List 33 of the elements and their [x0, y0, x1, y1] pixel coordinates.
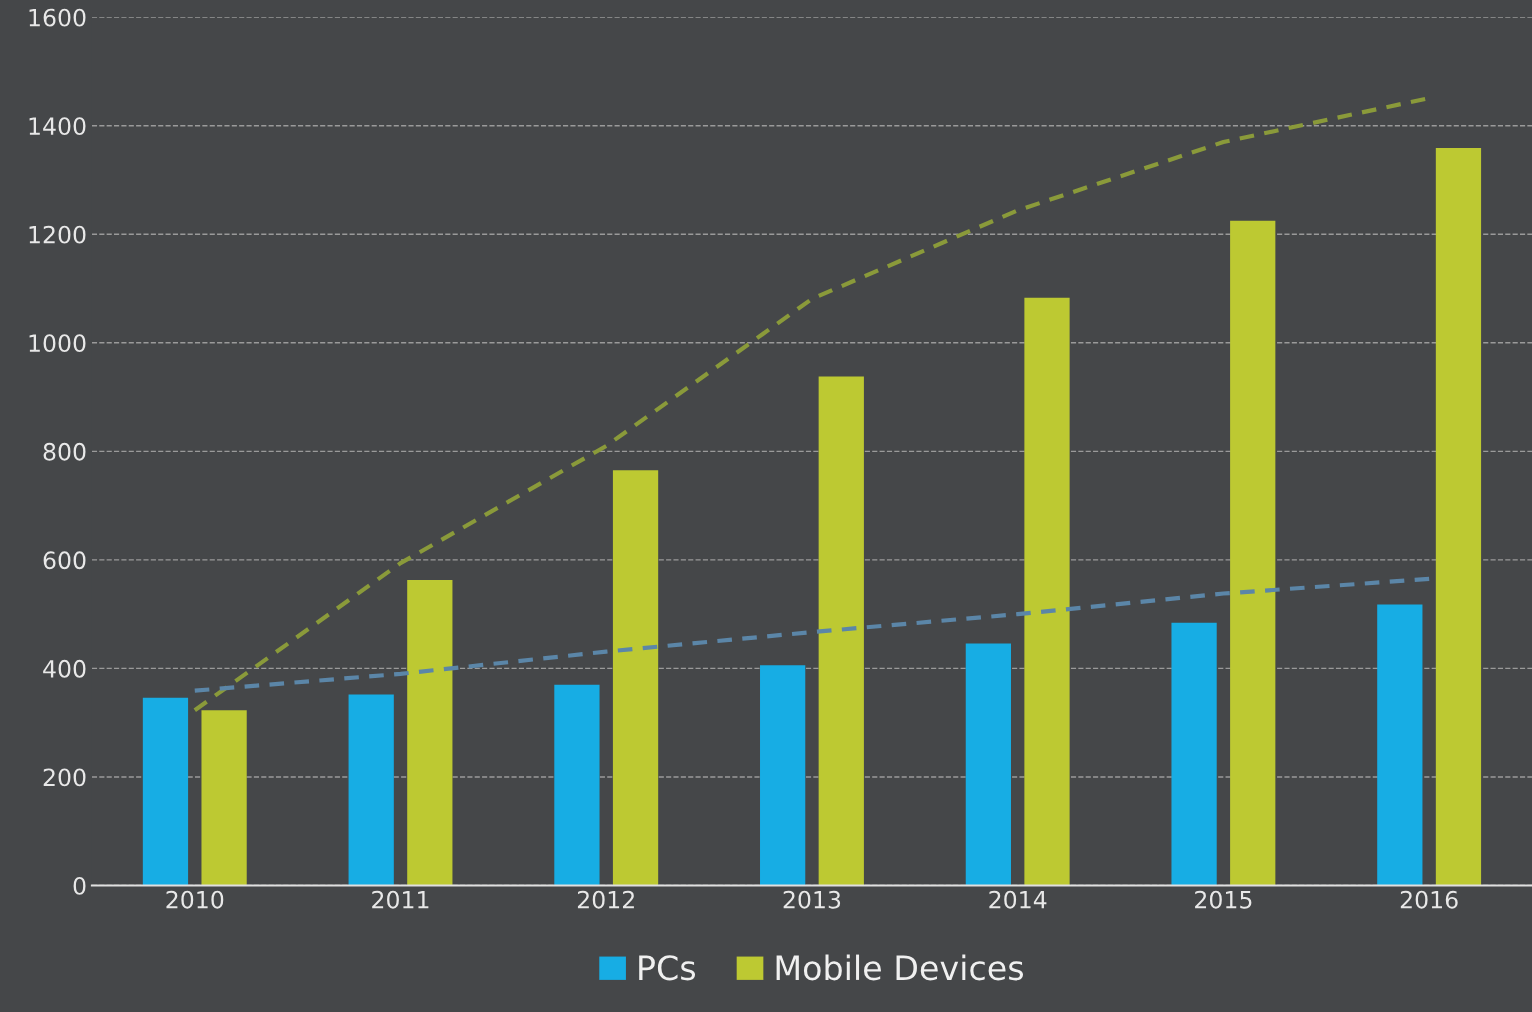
bar — [407, 579, 453, 886]
bar — [201, 710, 247, 886]
line-series — [192, 576, 1432, 693]
y-tick-label: 1200 — [29, 225, 86, 244]
y-tick-label: 400 — [43, 659, 86, 678]
legend-label: Mobile Devices — [776, 954, 1024, 981]
bar — [1024, 297, 1070, 886]
x-tick-label: 2012 — [577, 890, 634, 909]
y-tick-label: 1400 — [29, 117, 86, 136]
bar — [1377, 604, 1423, 886]
bar — [965, 643, 1011, 886]
x-tick-label: 2015 — [1195, 890, 1252, 909]
y-tick-label: 600 — [43, 551, 86, 570]
legend-label: PCs — [639, 955, 696, 981]
bar — [554, 684, 600, 886]
bar — [1171, 622, 1217, 886]
bar — [612, 470, 659, 886]
y-tick-label: 1600 — [29, 8, 86, 27]
bar — [142, 697, 189, 886]
y-tick-label: 1000 — [29, 334, 86, 353]
x-tick-label: 2016 — [1400, 890, 1458, 909]
bar — [1230, 220, 1276, 886]
x-tick-label: 2011 — [372, 890, 429, 909]
x-tick-label: 2014 — [989, 890, 1047, 909]
y-tick-label: 800 — [43, 442, 86, 461]
x-tick-label: 2013 — [783, 890, 841, 909]
bar — [818, 376, 864, 886]
y-tick-label: 200 — [43, 768, 86, 787]
y-tick-label: 0 — [73, 876, 86, 895]
bar — [760, 665, 806, 886]
bar — [348, 694, 394, 886]
x-tick-label: 2010 — [166, 890, 224, 909]
bar — [1435, 147, 1482, 886]
